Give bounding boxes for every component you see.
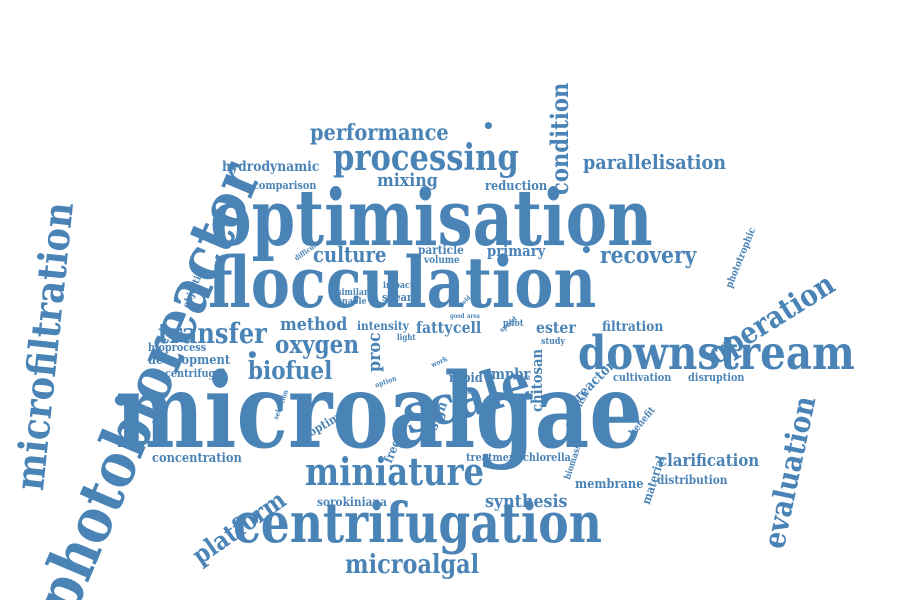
word-rapid: rapid [449, 371, 483, 386]
word-culture: culture [313, 242, 387, 267]
word-mixing: mixing [377, 170, 438, 191]
word-microalgae: microalgae [115, 351, 644, 472]
word-parallelisation: parallelisation [583, 150, 726, 174]
word-biofuel: biofuel [248, 356, 333, 385]
word-clarification: clarification [658, 451, 760, 471]
word-similar: similar [337, 288, 369, 298]
word-fatty: fatty [416, 318, 453, 337]
word-transfer: transfer [158, 317, 267, 350]
word-comparison: comparison [253, 179, 317, 192]
word-method: method [280, 314, 348, 335]
word-processing: processing [333, 137, 519, 179]
dot-2: • [580, 238, 593, 262]
word-centrifugation: centrifugation [233, 490, 602, 555]
word-oxygen: oxygen [275, 330, 359, 359]
word-mpbr: mpbr [491, 365, 531, 383]
word-range: range [452, 387, 472, 396]
word-good: good [450, 313, 465, 320]
word-hydrodynamic: hydrodynamic [222, 159, 320, 175]
word-bioprocess: bioprocess [148, 341, 207, 354]
word-centrifugal: centrifugal [165, 367, 226, 380]
dot-4: • [478, 423, 491, 447]
word-evaluation: evaluation [757, 393, 824, 552]
word-filtration: filtration [602, 319, 664, 335]
word-primary: primary [487, 242, 546, 260]
word-membrane: membrane [575, 477, 644, 492]
word-phototrophic: phototrophic [724, 226, 759, 290]
word-condition: condition [545, 82, 574, 195]
word-cell: cell [453, 318, 482, 337]
word-intensity: intensity [357, 319, 409, 333]
word-result: result [513, 375, 531, 382]
word-volume: volume [424, 255, 460, 266]
word-pilot: pilot [503, 319, 524, 329]
word-recovery: recovery [600, 242, 697, 269]
word-miniature: miniature [305, 449, 485, 494]
word-flocculation: flocculation [208, 241, 597, 324]
word-impact: impact [383, 281, 414, 291]
word-synthesis: synthesis [485, 491, 568, 512]
dot-3: • [246, 343, 259, 367]
word-reduction: reduction [485, 179, 548, 194]
word-proc: proc [364, 332, 385, 372]
word-disruption: disruption [688, 371, 745, 384]
word-study: study [541, 337, 566, 347]
word-performance: performance [310, 120, 449, 146]
word-chitosan: chitosan [528, 348, 546, 412]
word-enable: enable [337, 297, 367, 307]
word-treatment: treatment [466, 451, 521, 464]
word-ester: ester [536, 318, 576, 337]
dot-1: • [482, 114, 495, 138]
word-distribution: distribution [657, 473, 728, 487]
word-cultivation: cultivation [613, 371, 672, 384]
word-area: area [467, 313, 480, 320]
word-microalgal: microalgal [345, 550, 480, 580]
word-particle: particle [418, 243, 464, 257]
word-optimisation: optimisation [210, 173, 653, 264]
word-chlorella: chlorella [523, 451, 571, 464]
word-microfiltration: microfiltration [6, 199, 84, 493]
word-concentration: concentration [152, 451, 242, 466]
word-light: light [397, 332, 416, 342]
word-development: development [148, 353, 231, 368]
word-downstream: downstream [578, 326, 855, 381]
word-sorokiniana: sorokiniana [317, 495, 387, 509]
word-shear: shear [382, 291, 413, 304]
